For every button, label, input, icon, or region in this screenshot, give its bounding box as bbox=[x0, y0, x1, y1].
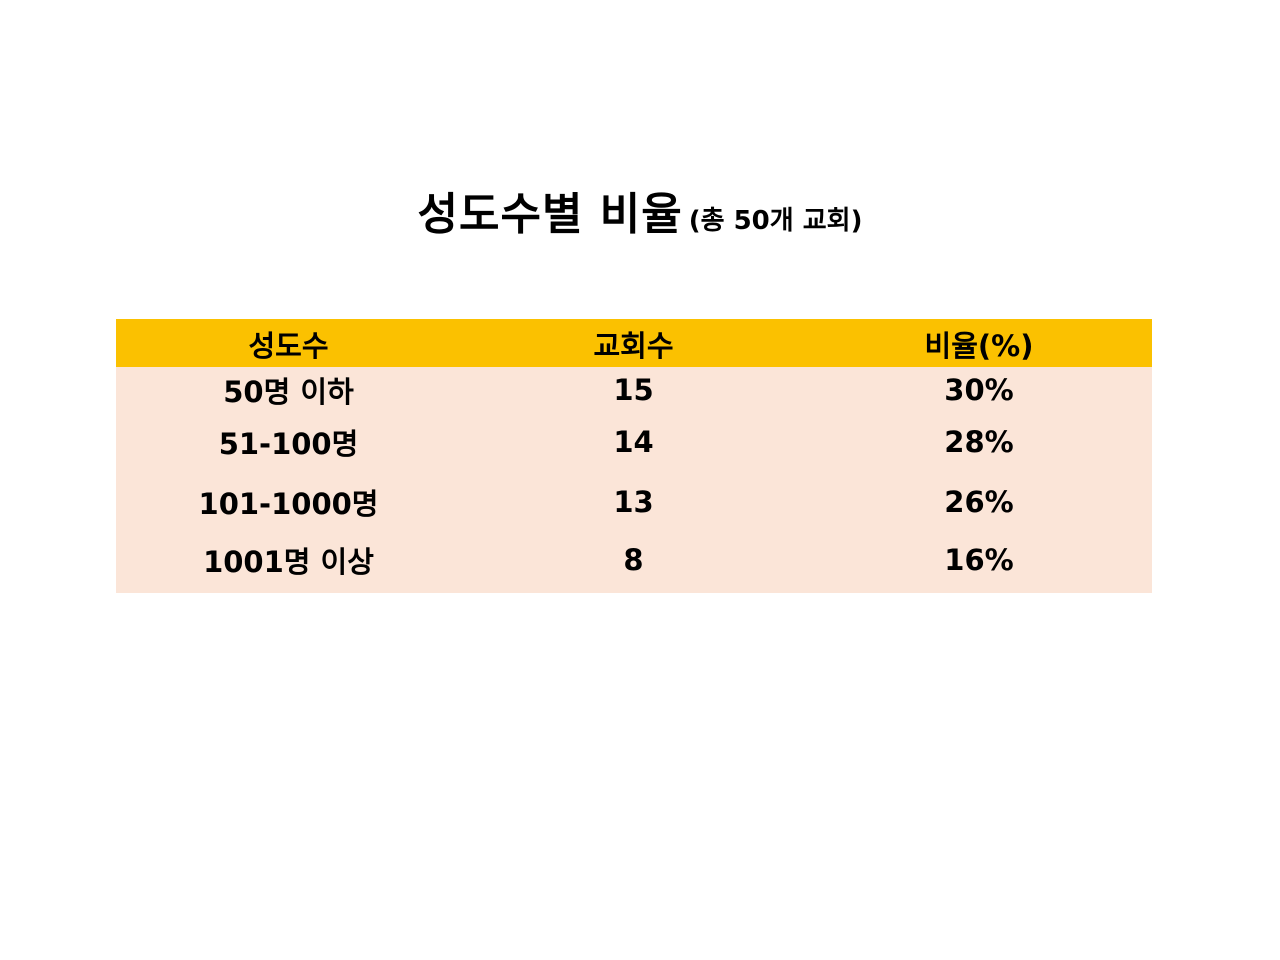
cell-churches: 15 bbox=[613, 373, 654, 407]
cell-ratio: 26% bbox=[944, 485, 1014, 519]
table-row: 1001명 이상 8 16% bbox=[116, 533, 1152, 587]
title-subtitle: (총 50개 교회) bbox=[688, 206, 863, 236]
ratio-table: 성도수 교회수 비율(%) 50명 이하 15 30% 51-100명 14 2… bbox=[116, 319, 1152, 593]
header-cell-churches: 교회수 bbox=[593, 329, 674, 363]
cell-ratio: 30% bbox=[944, 373, 1014, 407]
cell-churches: 8 bbox=[623, 543, 644, 577]
cell-members: 1001명 이상 bbox=[203, 545, 374, 579]
table-body: 50명 이하 15 30% 51-100명 14 28% 101-1000명 1… bbox=[116, 367, 1152, 593]
header-cell-ratio: 비율(%) bbox=[924, 329, 1034, 363]
cell-churches: 13 bbox=[613, 485, 654, 519]
cell-members: 101-1000명 bbox=[198, 487, 379, 521]
cell-members: 50명 이하 bbox=[223, 375, 354, 409]
cell-ratio: 28% bbox=[944, 425, 1014, 459]
title-main: 성도수별 비율 bbox=[417, 189, 683, 240]
header-cell-members: 성도수 bbox=[248, 329, 329, 363]
table-header-row: 성도수 교회수 비율(%) bbox=[116, 319, 1152, 367]
table-row: 50명 이하 15 30% bbox=[116, 367, 1152, 413]
table-row: 101-1000명 13 26% bbox=[116, 471, 1152, 533]
cell-members: 51-100명 bbox=[218, 427, 359, 461]
table-row: 51-100명 14 28% bbox=[116, 413, 1152, 471]
cell-ratio: 16% bbox=[944, 543, 1014, 577]
cell-churches: 14 bbox=[613, 425, 654, 459]
slide-title: 성도수별 비율 (총 50개 교회) bbox=[0, 178, 1280, 242]
